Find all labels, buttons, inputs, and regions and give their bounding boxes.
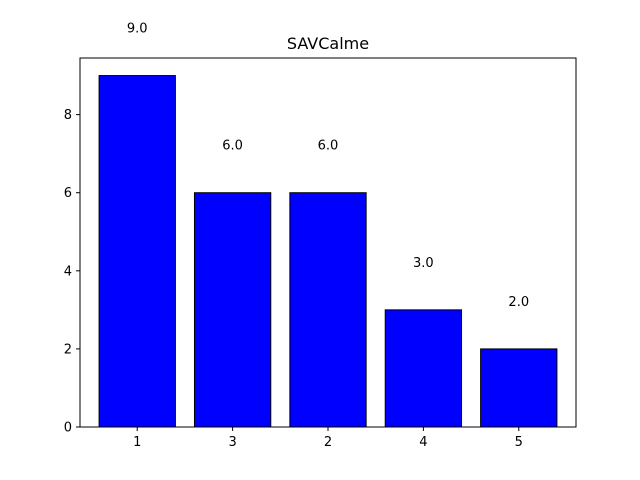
bars-group xyxy=(98,75,558,428)
x-tick-label: 4 xyxy=(419,435,427,450)
bar-4 xyxy=(384,309,463,428)
bar-5 xyxy=(480,348,558,428)
y-axis-ticks: 0 2 4 6 8 xyxy=(64,108,80,436)
y-tick-label: 8 xyxy=(64,108,72,123)
chart-title: SAVCalme xyxy=(287,34,369,53)
data-label-2: 6.0 xyxy=(318,139,339,154)
bar-1 xyxy=(98,75,176,428)
bar-3 xyxy=(193,192,272,428)
data-label-5: 2.0 xyxy=(508,295,529,310)
data-label-3: 6.0 xyxy=(222,139,243,154)
bar-2 xyxy=(289,192,367,428)
y-tick-label: 4 xyxy=(64,264,72,279)
y-tick-label: 2 xyxy=(64,342,72,357)
plot-frame xyxy=(79,57,577,428)
x-tick-label: 3 xyxy=(228,435,236,450)
y-tick-label: 0 xyxy=(64,421,72,436)
data-label-4: 3.0 xyxy=(413,256,434,271)
data-labels-group: 9.0 6.0 6.0 3.0 2.0 xyxy=(127,22,529,310)
x-tick-label: 5 xyxy=(515,435,523,450)
data-label-1: 9.0 xyxy=(127,22,148,37)
x-tick-label: 2 xyxy=(324,435,332,450)
x-axis-ticks: 1 3 2 4 5 xyxy=(133,427,523,450)
y-tick-label: 6 xyxy=(64,186,72,201)
x-tick-label: 1 xyxy=(133,435,141,450)
